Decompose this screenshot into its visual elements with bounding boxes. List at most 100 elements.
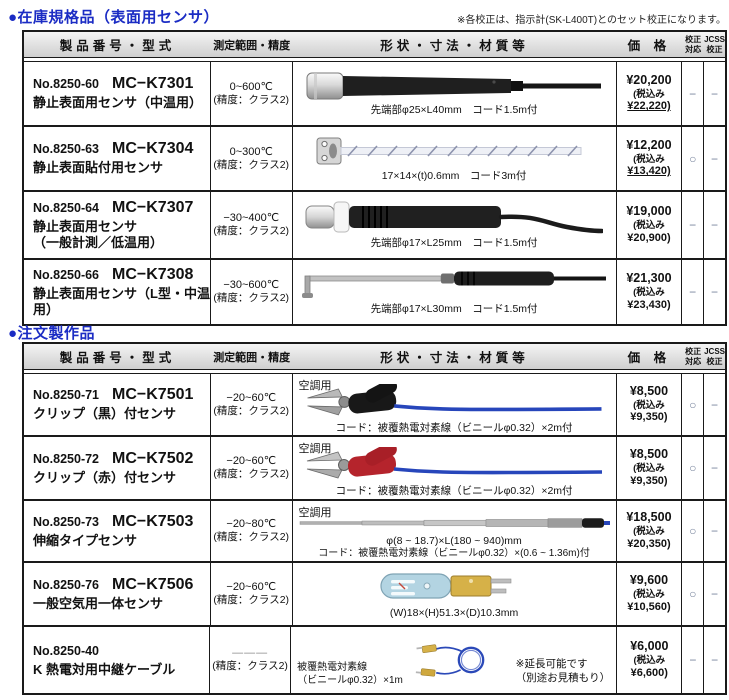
calibration-mark: ○ <box>682 127 705 190</box>
l-type-probe-photo <box>302 271 607 299</box>
product-cell: No.8250-63 MC−K7304 静止表面貼付用センサ <box>24 127 211 190</box>
price-cell: ¥19,000 (税込み ¥20,900) <box>617 192 683 258</box>
tax-label: (税込み <box>633 153 665 165</box>
measure-range: −20~60℃ <box>226 581 277 594</box>
jcss-mark: − <box>711 397 719 412</box>
header-range: 測定範囲・精度 <box>213 351 291 364</box>
jcss-mark: − <box>711 285 719 299</box>
calibration-set-note: ※各校正は、指示計(SK-L400T)とのセット校正になります。 <box>457 15 726 26</box>
dimension-caption: 先端部φ17×L25mm コード1.5m付 <box>370 237 538 250</box>
price-cell: ¥6,000 (税込み ¥6,600) <box>617 627 683 693</box>
product-cell: No.8250-72 MC−K7502 クリップ（赤）付センサ <box>24 437 211 499</box>
model-code: MC−K7503 <box>112 512 194 530</box>
surface-probe-photo <box>306 72 602 100</box>
header-shape: 形状・寸法・材質等 <box>380 351 529 365</box>
tax-label: (税込み <box>633 655 666 666</box>
shape-cell: 17×14×(t)0.6mm コード3m付 <box>293 127 617 190</box>
header-model: 製品番号・型式 <box>59 39 176 53</box>
header-calibration: 校正 対応 <box>682 32 704 57</box>
header-jcss: JCSS 校正 <box>704 344 725 369</box>
range-cell: 0~300℃ (精度：クラス2) <box>211 127 293 190</box>
tax-label: (税込み <box>633 287 665 298</box>
product-cell: No.8250-66 MC−K7308 静止表面用センサ（L型・中温用） <box>24 260 211 324</box>
product-cell: No.8250-64 MC−K7307 静止表面用センサ （一般計測／低温用） <box>24 192 211 258</box>
table-row: No.8250-73 MC−K7503 伸縮タイプセンサ −20~80℃ (精度：… <box>24 501 725 563</box>
calibration-mark: − <box>682 627 705 693</box>
product-cell: No.8250-73 MC−K7503 伸縮タイプセンサ <box>24 501 211 561</box>
header-range: 測定範囲・精度 <box>213 39 291 52</box>
product-name: 静止表面用センサ（L型・中温用） <box>33 285 210 317</box>
price-cell: ¥8,500 (税込み ¥9,350) <box>617 437 683 499</box>
product-number: No.8250-73 <box>33 514 100 529</box>
jcss-mark: − <box>711 461 719 475</box>
header-cal-line2: 対応 <box>685 356 702 366</box>
calibration-mark: ○ <box>682 501 705 561</box>
table-row: No.8250-76 MC−K7506 一般空気用一体センサ −20~60℃ (精… <box>24 563 725 627</box>
calibration-mark: ○ <box>682 563 705 625</box>
tax-price: ¥6,600) <box>630 666 668 679</box>
price: ¥18,500 <box>626 510 672 525</box>
price-cell: ¥9,600 (税込み ¥10,560) <box>617 563 683 625</box>
stick-on-sensor-photo <box>316 137 582 165</box>
tax-price: ¥20,900) <box>627 231 671 244</box>
accuracy: (精度：クラス2) <box>213 225 290 238</box>
table-header: 製品番号・型式 測定範囲・精度 形状・寸法・材質等 価 格 校正 対応 JCSS 校… <box>24 32 725 58</box>
product-name: クリップ（赤）付センサ <box>33 469 177 485</box>
order-products-table: 製品番号・型式 測定範囲・精度 形状・寸法・材質等 価 格 校正 対応 JCSS 校… <box>22 342 727 695</box>
accuracy: (精度：クラス2) <box>213 594 290 607</box>
range-cell: −20~60℃ (精度：クラス2) <box>211 374 293 435</box>
jcss-mark: − <box>711 587 719 601</box>
product-name: 静止表面貼付用センサ <box>33 160 164 176</box>
cord-spec-line1: 被覆熱電対素線 <box>297 662 368 673</box>
header-double-rule <box>24 58 725 62</box>
accuracy: (精度：クラス2) <box>213 93 290 106</box>
tax-label: (税込み <box>633 220 665 231</box>
air-sensor-photo <box>380 573 512 600</box>
tax-price: ¥23,430) <box>627 298 671 311</box>
product-number: No.8250-66 <box>33 267 100 282</box>
header-jcss-line2: 校正 <box>706 356 723 366</box>
accuracy: (精度：クラス2) <box>212 660 288 673</box>
accuracy: (精度：クラス2) <box>213 292 290 305</box>
jcss-mark: − <box>711 218 719 232</box>
calibration-mark: ○ <box>682 374 705 435</box>
cord-caption: コード：被覆熱電対素線（ビニールφ0.32）×(0.6 ~ 1.36m)付 <box>318 548 590 560</box>
tax-price: ¥20,350) <box>627 537 671 550</box>
range-cell: ——— (精度：クラス2) <box>210 627 292 693</box>
shape-cell: 先端部φ25×L40mm コード1.5m付 <box>293 62 617 125</box>
range-cell: −30~600℃ (精度：クラス2) <box>211 260 293 324</box>
model-code: MC−K7506 <box>112 575 194 593</box>
cord-spec-text: 被覆熱電対素線 （ビニールφ0.32）×1m <box>297 661 403 687</box>
usage-tag: 空調用 <box>298 380 332 392</box>
header-jcss-line1: JCSS <box>704 35 725 45</box>
header-jcss: JCSS 校正 <box>704 32 725 57</box>
tax-label: (税込み <box>633 589 665 600</box>
header-calibration: 校正 対応 <box>682 344 704 369</box>
price: ¥12,200 <box>626 137 672 152</box>
model-code: MC−K7304 <box>112 140 194 158</box>
header-jcss-line1: JCSS <box>704 347 725 357</box>
tax-price: ¥9,350) <box>630 474 668 487</box>
calibration-mark: − <box>682 192 705 258</box>
product-number: No.8250-60 <box>33 77 100 92</box>
accuracy: (精度：クラス2) <box>213 158 290 171</box>
tax-price: ¥13,420) <box>627 165 671 178</box>
calibration-mark: ○ <box>682 437 705 499</box>
measure-range: −30~600℃ <box>223 279 280 292</box>
tax-price: ¥22,220) <box>627 100 671 113</box>
header-shape: 形状・寸法・材質等 <box>380 39 529 53</box>
shape-cell: 空調用 コード：被覆熱電対素線（ビニールφ0.32）×2m付 <box>293 374 617 435</box>
price-cell: ¥8,500 (税込み ¥9,350) <box>617 374 683 435</box>
price: ¥8,500 <box>629 447 669 462</box>
table-row: No.8250-66 MC−K7308 静止表面用センサ（L型・中温用） −30~… <box>24 260 725 324</box>
measure-range: 0~600℃ <box>229 80 273 93</box>
product-number: No.8250-63 <box>33 142 100 157</box>
price: ¥9,600 <box>629 573 669 588</box>
product-number: No.8250-72 <box>33 451 100 466</box>
product-name-line2: （一般計測／低温用） <box>33 235 164 250</box>
header-price: 価 格 <box>627 351 672 365</box>
black-clip-sensor-photo <box>307 384 602 416</box>
price-cell: ¥20,200 (税込み ¥22,220) <box>617 62 683 125</box>
cord-caption: コード：被覆熱電対素線（ビニールφ0.32）×2m付 <box>335 421 573 434</box>
price: ¥20,200 <box>626 72 672 87</box>
